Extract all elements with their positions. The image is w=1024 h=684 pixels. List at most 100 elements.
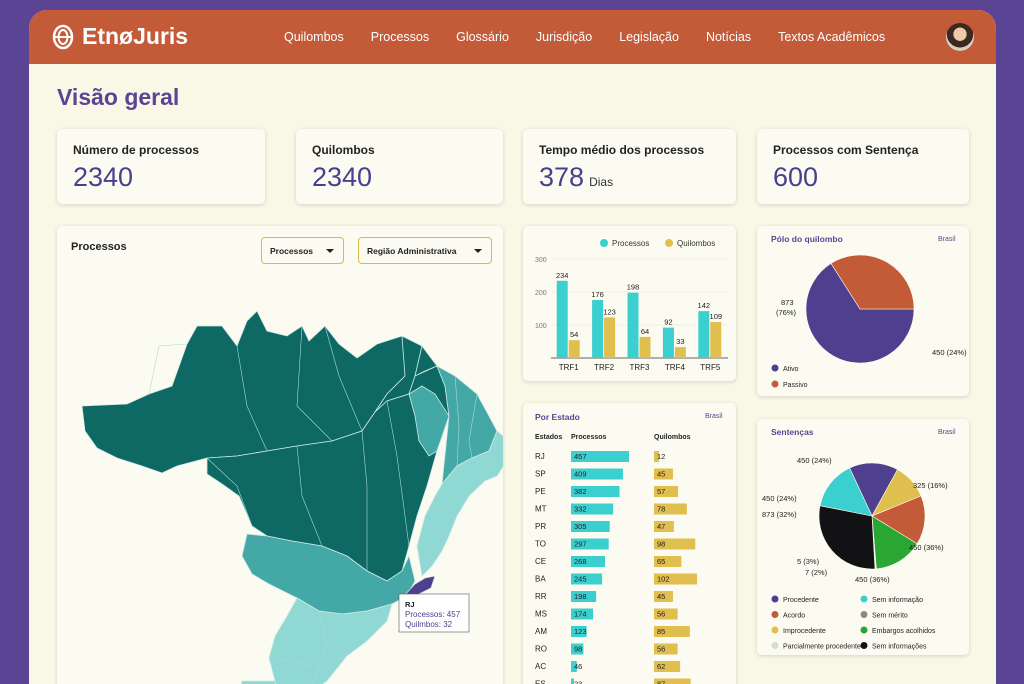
kpi-card-sentenca: Processos com Sentença 600	[757, 129, 969, 204]
app-logo[interactable]: EtnøJuris	[52, 23, 188, 50]
processos-value: 46	[574, 662, 582, 671]
nav-legislacao[interactable]: Legislação	[619, 30, 679, 44]
quilombos-bar	[654, 626, 690, 637]
chevron-down-icon	[474, 249, 482, 253]
quilombos-value: 57	[657, 487, 665, 496]
state-label: TO	[535, 540, 546, 549]
nav-textos-academicos[interactable]: Textos Acadêmicos	[778, 30, 886, 44]
legend-label: Sem informações	[872, 644, 927, 651]
x-tick-label: TRF4	[665, 363, 686, 372]
state-label: RO	[535, 645, 547, 654]
table-title: Por Estado	[535, 412, 580, 422]
bar-value-label: 176	[591, 290, 604, 299]
kpi-card-quilombos: Quilombos 2340	[296, 129, 503, 204]
kpi-card-processos: Número de processos 2340	[57, 129, 265, 204]
tooltip-quilombos: Quilmbos: 32	[405, 620, 453, 629]
quilombos-value: 62	[657, 662, 665, 671]
quilombos-bar	[654, 608, 678, 620]
bar-processos	[592, 299, 604, 358]
processos-value: 457	[574, 452, 587, 461]
processos-value: 174	[574, 610, 587, 619]
metric-select-value: Processos	[270, 246, 313, 256]
estado-table: Por Estado Brasil Estados Processos Quilombo…	[535, 412, 723, 684]
brazil-map[interactable]: RJ Processos: 457 Quilmbos: 32	[57, 226, 503, 684]
state-label: AC	[535, 662, 546, 671]
kpi-label: Tempo médio dos processos	[539, 143, 705, 157]
bar-processos	[662, 327, 674, 358]
processos-value: 98	[574, 645, 582, 654]
quilombos-value: 102	[657, 575, 670, 584]
kpi-value: 2340	[73, 162, 133, 193]
quilombos-value: 47	[657, 522, 665, 531]
pie-slice-sem-informações	[818, 505, 876, 570]
nav-glossario[interactable]: Glossário	[456, 30, 509, 44]
bar-value-label: 92	[664, 318, 672, 327]
column-header: Estados	[535, 434, 562, 441]
pie-slice-embargos-acolhidos	[871, 515, 918, 570]
processos-bar	[571, 521, 610, 532]
bar-quilombos	[568, 340, 580, 358]
processos-bar	[571, 451, 629, 462]
legend-swatch	[860, 626, 868, 634]
legend-label: Improcedente	[783, 628, 826, 635]
state-label: PE	[535, 487, 546, 496]
legend-swatch	[771, 380, 779, 388]
tooltip-processos: Processos: 457	[405, 610, 461, 619]
bar-value-label: 64	[641, 327, 649, 336]
nav-processos[interactable]: Processos	[370, 30, 430, 44]
kpi-number: 2340	[73, 162, 134, 192]
quilombos-bar	[654, 573, 697, 585]
quilombos-value: 45	[657, 470, 665, 479]
pie-title: Sentenças	[771, 427, 814, 437]
kpi-value: 2340	[312, 162, 372, 193]
bar-value-label: 198	[627, 283, 640, 292]
bar-value-label: 142	[698, 301, 711, 310]
y-tick-label: 300	[535, 257, 547, 264]
quilombos-value: 56	[657, 610, 665, 619]
quilombos-value: 78	[657, 505, 665, 514]
quilombos-bar	[654, 678, 691, 684]
legend-label: Parcialmente procedente	[783, 644, 861, 651]
quilombos-value: 65	[657, 557, 665, 566]
map-card-title: Processos	[71, 241, 127, 253]
quilombos-bar	[654, 556, 682, 567]
region-select[interactable]: Região Administrativa	[358, 237, 492, 264]
x-tick-label: TRF2	[594, 363, 615, 372]
kpi-label: Número de processos	[73, 143, 200, 157]
bar-quilombos	[639, 336, 651, 358]
trf-bar-chart-card: Processos Quilombos 100 200 300 234 54 TRF1 176 1…	[523, 226, 736, 381]
quilombos-value: 12	[657, 452, 665, 461]
processos-value: 305	[574, 522, 587, 531]
polo-pie-chart: Pólo do quilombo Brasil 873(76%) 450 (24%) A…	[771, 234, 967, 389]
processos-value: 198	[574, 592, 587, 601]
user-avatar[interactable]	[946, 23, 974, 51]
state-label: SP	[535, 470, 546, 479]
pie-slice-passivo	[830, 254, 915, 310]
column-header: Processos	[571, 434, 607, 441]
brasil-link: Brasil	[938, 429, 956, 436]
bar-processos	[556, 280, 568, 358]
nav-quilombos[interactable]: Quilombos	[284, 30, 344, 44]
map-region-northeast-light[interactable]	[408, 385, 450, 457]
nav-noticias[interactable]: Notícias	[705, 30, 752, 44]
metric-select[interactable]: Processos	[261, 237, 344, 264]
map-region-center-west[interactable]	[206, 345, 450, 582]
estado-table-card: Por Estado Brasil Estados Processos Quilombo…	[523, 403, 736, 684]
legend-label: Ativo	[783, 366, 799, 373]
map-region-southeast-light[interactable]	[416, 430, 503, 577]
processos-bar	[571, 626, 587, 637]
legend-swatch	[860, 642, 868, 649]
processos-bar	[571, 556, 606, 567]
state-label: BA	[535, 575, 546, 584]
legend-swatch	[771, 642, 779, 649]
map-region-north-west[interactable]	[81, 310, 410, 474]
legend-label: Acordo	[783, 613, 805, 620]
map-region-south-light[interactable]	[268, 597, 393, 684]
processos-value: 268	[574, 557, 587, 566]
state-label: MT	[535, 505, 547, 514]
kpi-number: 2340	[312, 162, 373, 192]
pie-slice-sem-informação	[819, 467, 873, 517]
sentencas-pie-chart: Sentenças Brasil 450 (24%) 325 (16%) 450 (36…	[762, 427, 956, 651]
nav-jurisdicao[interactable]: Jurisdição	[535, 30, 593, 44]
map-region-south-west[interactable]	[237, 680, 282, 684]
